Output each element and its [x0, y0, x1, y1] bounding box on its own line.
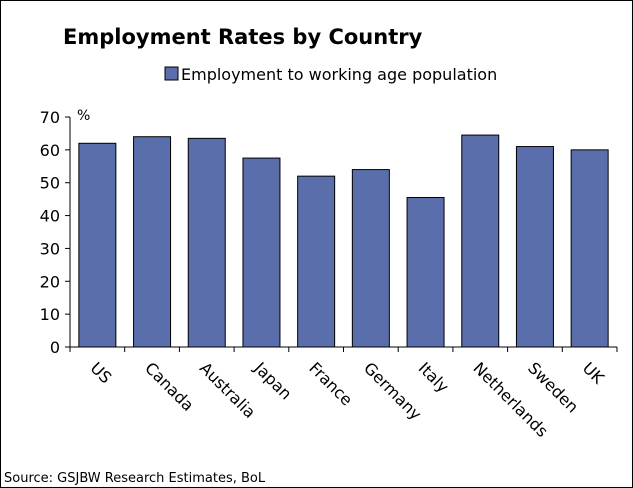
x-tick-label: Australia [196, 358, 259, 421]
bar-australia [187, 137, 226, 348]
bar-france [297, 175, 336, 348]
legend-swatch [164, 66, 179, 81]
y-tick-label: 50 [40, 174, 60, 193]
bar-italy [406, 197, 445, 348]
y-tick-label: 70 [40, 108, 60, 127]
bar-japan [242, 157, 281, 348]
y-tick-label: 40 [40, 207, 60, 226]
x-tick-label: US [87, 358, 116, 387]
legend-label: Employment to working age population [181, 65, 497, 84]
y-tick-label: 0 [50, 338, 60, 357]
y-axis: 0 10 20 30 40 50 60 70 [40, 108, 71, 357]
legend: Employment to working age population [164, 65, 497, 84]
bar-netherlands [461, 134, 500, 348]
x-tick-label: UK [579, 358, 608, 387]
y-tick-label: 20 [40, 272, 60, 291]
y-tick-label: 30 [40, 239, 60, 258]
chart-title: Employment Rates by Country [63, 25, 423, 49]
bar-germany [351, 169, 390, 348]
bar-canada [133, 136, 172, 348]
source-note: Source: GSJBW Research Estimates, BoL [4, 471, 266, 486]
y-tick-label: 10 [40, 305, 60, 324]
x-tick-label: Canada [141, 358, 197, 414]
x-tick-label: Germany [360, 358, 425, 423]
bar-uk [570, 149, 609, 348]
x-tick-label: France [305, 358, 356, 409]
bars [78, 134, 609, 348]
y-unit-label: % [77, 108, 90, 124]
y-tick-label: 60 [40, 141, 60, 160]
bar-us [78, 142, 117, 348]
x-tick-label: Japan [250, 358, 296, 404]
x-tick-label: Italy [415, 358, 453, 396]
bar-sweden [515, 146, 554, 348]
